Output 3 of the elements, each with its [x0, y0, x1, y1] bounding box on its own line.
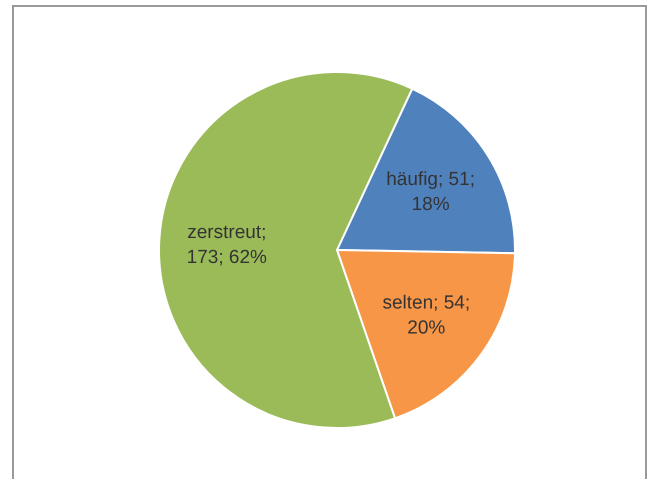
- slice-label: selten; 54; 20%: [382, 292, 470, 338]
- slice-label: häufig; 51; 18%: [386, 168, 475, 215]
- slice-label: zerstreut; 173; 62%: [186, 221, 268, 268]
